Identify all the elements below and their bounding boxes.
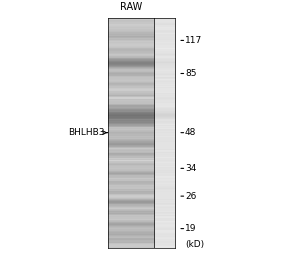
Text: 85: 85 [185,69,196,78]
Text: 48: 48 [185,128,196,137]
Text: 117: 117 [185,36,202,45]
Text: BHLHB3: BHLHB3 [68,128,107,137]
Text: 34: 34 [185,164,196,173]
Text: RAW: RAW [120,2,142,12]
Text: 19: 19 [185,224,196,233]
Text: 26: 26 [185,192,196,201]
Text: (kD): (kD) [185,240,204,249]
